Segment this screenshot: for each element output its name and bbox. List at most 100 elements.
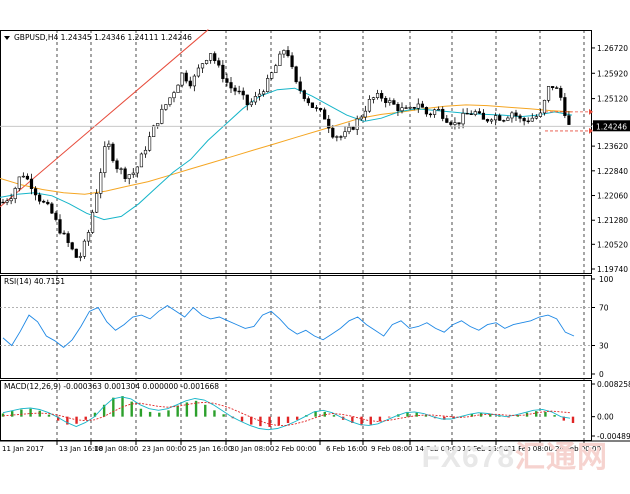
candle-body — [184, 72, 188, 82]
macd-signal-line — [2, 401, 571, 426]
candle — [119, 167, 123, 175]
candle — [66, 231, 70, 247]
time-tick-label: 21 Feb 08:00 — [507, 445, 553, 453]
macd-histogram-bar — [314, 411, 317, 417]
candle-body — [298, 81, 302, 91]
moving-average-slow — [0, 104, 573, 195]
time-tick-label: 2 Feb 00:00 — [275, 445, 316, 453]
candle — [90, 209, 95, 234]
candle-body — [363, 110, 367, 118]
candle — [494, 112, 498, 126]
candle-body — [131, 172, 135, 175]
macd-histogram-bar — [29, 408, 32, 417]
candle — [74, 248, 78, 258]
candle — [355, 115, 359, 135]
time-tick-label: 23 Jan 00:00 — [142, 445, 186, 453]
candle — [131, 168, 135, 178]
macd-histogram-bar — [167, 410, 170, 417]
candle — [408, 105, 412, 110]
candle — [306, 96, 310, 106]
price-tick-label: 1.20520 — [597, 240, 628, 249]
macd-histogram-bar — [489, 414, 492, 417]
candle — [522, 116, 526, 126]
candle-body — [351, 126, 355, 130]
candle — [1, 198, 5, 204]
triangle-down-icon[interactable] — [4, 36, 10, 40]
candle — [546, 86, 551, 103]
candle — [253, 91, 258, 105]
macd-histogram-bar — [424, 415, 428, 417]
candle-body — [302, 90, 306, 99]
macd-histogram-bar — [213, 410, 216, 417]
time-tick-label: 18 Jan 08:00 — [94, 445, 138, 453]
candle — [412, 106, 416, 111]
current-price-badge — [593, 120, 630, 132]
candle — [180, 72, 184, 88]
candle-body — [54, 212, 58, 220]
candle — [477, 108, 481, 114]
macd-histogram-bar — [38, 410, 41, 417]
candle — [21, 172, 25, 178]
price-tick-label: 1.23620 — [597, 142, 628, 151]
macd-histogram-bar — [415, 412, 418, 417]
candle-body — [17, 176, 21, 189]
pane-frame-0 — [0, 30, 592, 274]
rsi-title: RSI(14) 40.7151 — [4, 277, 65, 286]
macd-histogram-bar — [250, 416, 253, 425]
candle-body — [168, 97, 172, 105]
time-tick-label: 24 Feb 00:00 — [555, 445, 601, 453]
candle — [339, 135, 343, 141]
candle — [559, 85, 563, 101]
candle — [290, 52, 294, 70]
candle-body — [367, 99, 372, 112]
macd-histogram-bar — [1, 413, 5, 417]
candle-body — [192, 75, 196, 87]
candle-body — [107, 143, 111, 147]
candle — [294, 65, 298, 84]
candle-body — [152, 125, 156, 137]
candle — [245, 94, 249, 111]
candle-body — [538, 112, 543, 117]
candle — [445, 115, 449, 124]
candle — [432, 108, 437, 118]
candle — [249, 98, 253, 108]
candle — [221, 60, 225, 83]
macd-title: MACD(12,26,9) -0.000363 0.001304 0.00000… — [4, 382, 219, 391]
pane-frame-1 — [0, 275, 592, 379]
macd-histogram-bar — [387, 416, 391, 418]
macd-histogram-bar — [158, 412, 161, 417]
candle-body — [90, 211, 95, 233]
candle — [33, 186, 38, 201]
macd-histogram-bar — [360, 416, 363, 426]
macd-histogram-bar — [56, 416, 60, 421]
candle-body — [196, 67, 201, 77]
candle — [327, 115, 331, 133]
candle — [152, 124, 156, 137]
candle — [82, 239, 87, 259]
candle — [25, 173, 30, 181]
candle-body — [282, 50, 286, 55]
macd-histogram-bar — [268, 416, 271, 427]
candle — [286, 46, 290, 58]
candle-body — [176, 84, 180, 93]
candle-body — [437, 108, 441, 111]
candle — [78, 252, 82, 262]
candle — [233, 85, 237, 96]
candle — [555, 85, 559, 89]
candle — [534, 114, 538, 120]
candle — [314, 105, 319, 112]
macd-histogram-bar — [443, 416, 446, 420]
candle — [225, 73, 229, 87]
candle — [257, 89, 262, 101]
time-tick-label: 14 Feb 00:00 — [415, 445, 461, 453]
macd-tick-label: 0.00 — [597, 413, 614, 422]
candle-body — [318, 108, 323, 111]
candle — [526, 117, 530, 124]
candle — [209, 53, 213, 64]
macd-histogram-bar — [323, 411, 326, 417]
candle-body — [217, 60, 221, 66]
candle-body — [213, 53, 217, 61]
candle-body — [526, 120, 530, 122]
